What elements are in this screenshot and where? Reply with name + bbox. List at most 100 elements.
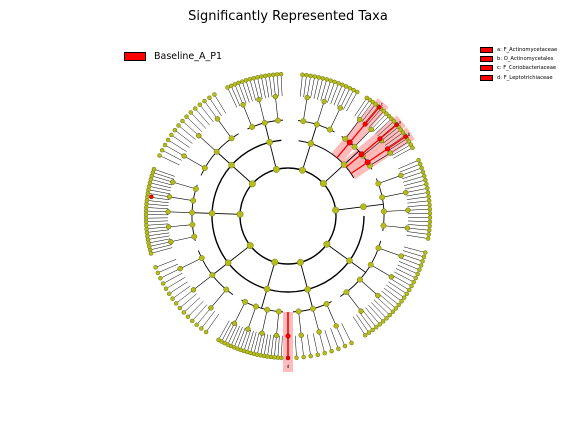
taxon-node	[181, 153, 187, 159]
clade-letter-labels: c a b d	[287, 102, 411, 369]
branch-line	[326, 303, 337, 327]
branch-line	[371, 302, 387, 319]
taxon-node	[312, 74, 317, 79]
taxon-node	[228, 161, 235, 169]
branch-line	[376, 296, 394, 312]
clade-letter-label: d	[287, 364, 290, 369]
taxon-node	[263, 285, 271, 293]
taxon-node	[264, 306, 271, 313]
taxon-node	[423, 177, 428, 183]
taxon-node	[251, 75, 256, 81]
taxon-node	[151, 166, 157, 172]
branch-line	[383, 209, 408, 212]
branch-line	[406, 231, 429, 235]
branch-line	[234, 301, 246, 324]
branch-line	[406, 234, 429, 239]
taxa-legend-item-d: d: F_Leptotrichiaceae	[480, 73, 557, 82]
taxon-node	[340, 161, 348, 168]
taxa-legend-swatch	[480, 56, 493, 63]
taxon-node	[333, 323, 339, 329]
branch-line	[323, 80, 331, 102]
taxon-node	[411, 279, 416, 285]
branch-line	[327, 81, 335, 103]
branch-line	[298, 311, 302, 336]
taxon-node	[202, 98, 207, 104]
branch-line	[340, 88, 351, 109]
taxon-node	[340, 82, 345, 88]
taxon-node	[399, 299, 404, 304]
taxon-node	[362, 332, 368, 338]
branch-line	[198, 135, 217, 152]
taxon-node	[189, 318, 195, 324]
highlighted-node	[377, 104, 382, 110]
taxon-node	[380, 319, 386, 324]
branch-line	[150, 244, 172, 251]
branch-line	[153, 168, 175, 177]
branch-line	[151, 175, 173, 183]
taxon-node	[201, 165, 208, 171]
taxon-node	[190, 287, 196, 293]
taxon-node	[158, 275, 163, 281]
taxon-node	[315, 352, 321, 358]
branch-line	[192, 212, 241, 215]
branch-line	[214, 94, 227, 114]
taxon-node	[410, 145, 415, 151]
branch-line	[407, 204, 430, 207]
taxon-node	[304, 94, 310, 101]
branch-line	[350, 136, 407, 175]
taxon-node	[307, 140, 315, 147]
branch-line	[179, 293, 197, 309]
taxon-node	[231, 320, 238, 326]
taxon-node	[384, 316, 389, 321]
branch-line	[249, 79, 256, 101]
branch-line	[196, 307, 212, 325]
branch-line	[217, 118, 232, 139]
taxon-node	[259, 74, 264, 79]
branch-arc	[298, 140, 355, 179]
taxon-node	[266, 139, 273, 146]
taxon-node	[301, 354, 306, 360]
taxon-node	[166, 194, 173, 200]
taxon-node	[263, 73, 268, 79]
taxon-node	[300, 72, 305, 77]
taxon-node	[387, 150, 393, 156]
taxon-node	[255, 75, 260, 80]
taxon-node	[343, 289, 350, 296]
taxon-node	[228, 83, 234, 89]
branch-line	[280, 74, 283, 97]
branch-line	[320, 79, 327, 101]
highlighted-node	[358, 151, 365, 158]
taxa-legend-swatch	[480, 46, 493, 53]
taxon-node	[420, 169, 426, 175]
taxon-node	[300, 118, 307, 125]
taxon-node	[390, 309, 396, 315]
branch-line	[172, 285, 191, 299]
branch-line	[406, 192, 429, 197]
branch-line	[299, 262, 314, 309]
branch-line	[216, 151, 253, 185]
taxon-node	[170, 296, 175, 301]
taxon-node	[356, 276, 363, 283]
taxon-node	[324, 77, 329, 82]
branch-line	[378, 247, 402, 257]
branch-line	[257, 333, 263, 355]
taxon-node	[326, 126, 333, 133]
branch-line	[221, 321, 233, 342]
taxon-node	[248, 180, 256, 188]
taxon-node	[242, 298, 249, 305]
taxon-node	[214, 116, 221, 122]
branch-line	[359, 279, 379, 296]
branch-arc	[211, 139, 365, 293]
branch-line	[302, 97, 308, 122]
branch-line	[362, 140, 382, 156]
taxon-node	[190, 197, 197, 204]
taxon-node	[351, 87, 356, 93]
taxon-node	[196, 133, 202, 139]
branch-line	[329, 107, 341, 130]
taxon-node	[294, 355, 299, 360]
branch-line	[326, 243, 366, 273]
taxa-legend-item-c: c: F_Coriobacteriaceae	[480, 64, 557, 73]
taxon-node	[165, 209, 171, 215]
branch-line	[335, 203, 384, 211]
taxon-node	[256, 97, 262, 103]
